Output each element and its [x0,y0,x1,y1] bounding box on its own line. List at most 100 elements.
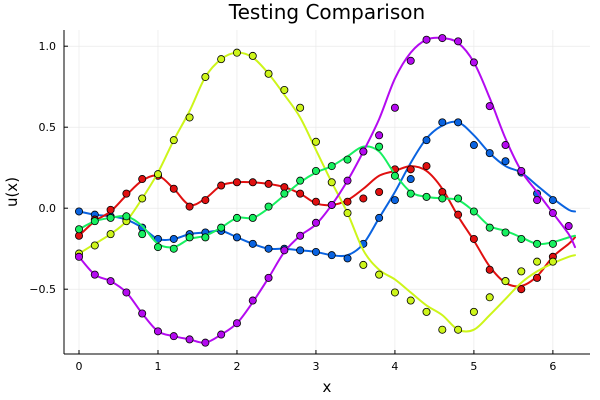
data-point-red [106,205,115,214]
data-point-yellow-green [153,170,162,179]
data-point-green [264,202,273,211]
data-point-yellow-green [343,209,352,218]
data-point-magenta [327,200,336,209]
data-point-yellow-green [406,296,415,305]
data-point-magenta [296,231,305,240]
data-point-green [422,192,431,201]
data-point-blue [406,175,415,184]
data-point-red [217,181,226,190]
data-point-green [248,213,257,222]
data-point-red [248,178,257,187]
data-point-yellow-green [438,325,447,334]
data-point-red [169,184,178,193]
data-point-blue [75,207,84,216]
data-point-green [343,155,352,164]
data-point-yellow-green [517,267,526,276]
data-point-yellow-green [264,69,273,78]
x-tick-label: 2 [233,360,240,373]
data-point-green [438,194,447,203]
data-point-green [153,243,162,252]
data-point-yellow-green [185,113,194,122]
data-point-blue [169,234,178,243]
data-point-magenta [390,103,399,112]
data-point-blue [469,141,478,150]
data-point-magenta [280,246,289,255]
data-point-green [501,228,510,237]
data-point-yellow-green [106,230,115,239]
data-point-yellow-green [359,260,368,269]
data-point-blue [375,213,384,222]
data-point-yellow-green [548,257,557,266]
data-point-red [201,196,210,205]
data-point-magenta [311,218,320,227]
data-point-blue [343,254,352,263]
y-tick-label: 0.0 [39,202,57,215]
data-point-red [122,189,131,198]
data-point-blue [485,149,494,158]
data-point-yellow-green [390,288,399,297]
data-point-blue [232,233,241,242]
data-point-green [122,212,131,221]
data-point-yellow-green [422,307,431,316]
data-point-green [375,142,384,151]
data-point-yellow-green [201,72,210,81]
y-ticks: −0.5 0.0 0.5 1.0 [29,40,68,296]
data-point-magenta [106,277,115,286]
data-point-yellow-green [248,51,257,60]
chart-title: Testing Comparison [228,0,425,24]
data-point-green [217,223,226,232]
data-point-green [169,244,178,253]
data-point-yellow-green [232,48,241,57]
data-point-magenta [75,252,84,261]
data-point-green [517,234,526,243]
x-axis-label: x [323,378,332,396]
data-point-green [533,239,542,248]
data-point-green [406,189,415,198]
data-point-yellow-green [280,85,289,94]
data-point-yellow-green [169,136,178,145]
data-point-red [311,197,320,206]
x-tick-label: 3 [312,360,319,373]
data-point-green [106,213,115,222]
data-point-magenta [217,330,226,339]
x-tick-label: 4 [391,360,398,373]
data-point-red [359,194,368,203]
data-point-magenta [359,147,368,156]
data-point-magenta [454,37,463,46]
series-magenta [75,34,576,347]
data-point-magenta [438,34,447,43]
data-point-red [485,265,494,274]
data-point-magenta [138,309,147,318]
data-point-yellow-green [138,194,147,203]
data-point-blue [311,247,320,256]
data-point-green [280,189,289,198]
data-point-blue [264,244,273,253]
data-point-green [232,213,241,222]
data-point-red [375,187,384,196]
x-ticks: 0 1 2 3 4 5 6 [76,350,556,373]
data-point-magenta [153,327,162,336]
data-point-magenta [248,296,257,305]
data-point-green [454,194,463,203]
data-point-yellow-green [296,103,305,112]
y-tick-label: −0.5 [29,283,56,296]
data-point-magenta [564,222,573,231]
data-point-red [296,189,305,198]
data-point-magenta [185,335,194,344]
data-point-blue [422,136,431,145]
data-point-green [311,166,320,175]
data-point-blue [248,239,257,248]
series-group [75,34,576,347]
data-point-blue [454,118,463,127]
data-point-yellow-green [469,307,478,316]
data-point-magenta [122,288,131,297]
data-point-green [390,171,399,180]
data-point-green [138,230,147,239]
data-point-yellow-green [327,178,336,187]
y-axis-label: u(x) [3,177,21,207]
data-point-yellow-green [217,55,226,64]
data-point-red [517,285,526,294]
data-point-yellow-green [501,277,510,286]
data-point-magenta [90,270,99,279]
